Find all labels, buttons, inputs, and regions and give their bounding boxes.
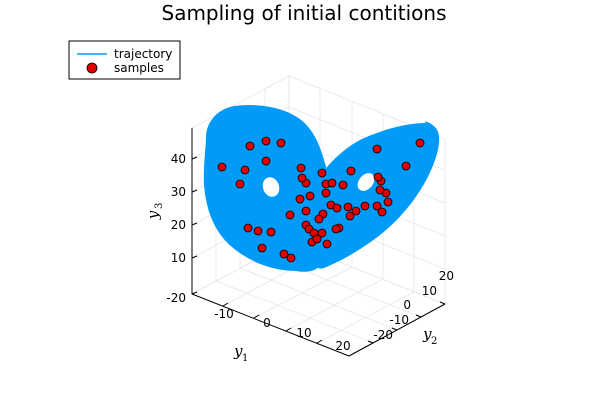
sample-point xyxy=(312,234,322,244)
trajectory-hole-left xyxy=(262,177,280,197)
y-axis-label: y 2 xyxy=(422,325,437,347)
sample-point xyxy=(343,202,353,212)
x-tick-label: 20 xyxy=(335,339,350,353)
sample-point xyxy=(276,138,286,148)
sample-point xyxy=(257,243,267,253)
sample-point xyxy=(301,206,311,216)
y-tick-label: -10 xyxy=(389,313,409,327)
sample-point xyxy=(401,161,411,171)
y-tick-label: 20 xyxy=(439,269,454,283)
sample-point xyxy=(217,162,227,172)
sample-point xyxy=(321,188,331,198)
sample-point xyxy=(261,136,271,146)
sample-point xyxy=(317,168,327,178)
sample-point xyxy=(297,173,307,183)
sample-point xyxy=(286,253,296,263)
z-tick-label: 20 xyxy=(171,218,186,232)
sample-point xyxy=(331,224,341,234)
svg-text:1: 1 xyxy=(242,353,248,364)
svg-text:2: 2 xyxy=(431,336,437,347)
z-tick-labels: -20 10 20 30 40 xyxy=(166,152,186,305)
sample-point xyxy=(415,138,425,148)
sample-point xyxy=(245,141,255,151)
legend-box xyxy=(68,40,181,80)
sample-point xyxy=(372,144,382,154)
y-tick-labels: -20 -10 0 10 20 xyxy=(373,269,454,342)
sample-point xyxy=(375,185,385,195)
sample-point xyxy=(322,239,332,249)
svg-text:3: 3 xyxy=(154,203,165,209)
x-tick-labels: -10 0 10 20 xyxy=(214,307,350,353)
trajectory-series xyxy=(203,105,440,272)
sample-point xyxy=(261,156,271,166)
sample-point xyxy=(235,179,245,189)
x-axis-label: y 1 xyxy=(233,342,248,364)
sample-point xyxy=(373,172,383,182)
y-tick-label: -20 xyxy=(373,328,393,342)
svg-text:y: y xyxy=(233,342,243,360)
axes xyxy=(191,128,446,357)
chart-title: Sampling of initial contitions xyxy=(162,1,447,25)
sample-point xyxy=(360,201,370,211)
sample-point xyxy=(345,211,355,221)
sample-point xyxy=(327,178,337,188)
sample-point xyxy=(351,206,361,216)
z-tick-label: 40 xyxy=(171,152,186,166)
sample-point xyxy=(383,197,393,207)
samples-series xyxy=(217,136,425,263)
sample-point xyxy=(295,194,305,204)
trajectory-hole-right xyxy=(357,173,375,191)
sample-point xyxy=(305,191,315,201)
sample-point xyxy=(296,163,306,173)
sample-point xyxy=(346,166,356,176)
sample-point xyxy=(285,210,295,220)
sample-point xyxy=(338,180,348,190)
sample-point xyxy=(243,223,253,233)
legend: trajectory samples xyxy=(68,40,181,80)
svg-text:y: y xyxy=(422,325,432,343)
svg-text:y: y xyxy=(144,210,162,220)
legend-samples-swatch xyxy=(86,62,98,74)
z-axis-label: y 3 xyxy=(144,203,165,221)
sample-point xyxy=(317,228,327,238)
x-tick-label: -10 xyxy=(214,307,234,321)
sample-point xyxy=(377,207,387,217)
x-axis-line xyxy=(191,293,350,357)
x-tick-label: 10 xyxy=(296,326,311,340)
legend-trajectory-label: trajectory xyxy=(114,47,172,61)
sample-point xyxy=(314,214,324,224)
y-tick-label: 0 xyxy=(403,298,411,312)
trajectory-lobe-left xyxy=(203,105,440,272)
z-tick-label: 10 xyxy=(171,251,186,265)
sample-point xyxy=(240,165,250,175)
z-tick-label: -20 xyxy=(166,291,186,305)
sample-point xyxy=(266,227,276,237)
sample-point xyxy=(279,249,289,259)
x-tick-label: 0 xyxy=(263,316,271,330)
legend-samples-label: samples xyxy=(114,61,164,75)
sample-point xyxy=(253,226,263,236)
sample-point xyxy=(372,201,382,211)
y-tick-label: 10 xyxy=(422,284,437,298)
z-tick-label: 30 xyxy=(171,185,186,199)
sample-point xyxy=(332,203,342,213)
